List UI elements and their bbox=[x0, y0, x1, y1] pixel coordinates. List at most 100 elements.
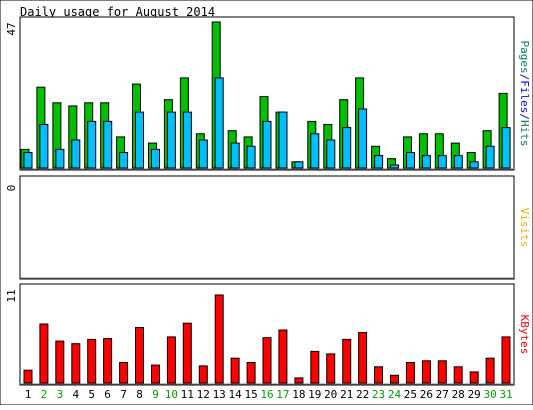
bar-files-day-13 bbox=[214, 77, 224, 169]
x-tick-label-13: 13 bbox=[213, 388, 226, 401]
x-tick-label-19: 19 bbox=[308, 388, 321, 401]
bar-files-day-18 bbox=[294, 161, 304, 169]
right-label-part: Pages bbox=[518, 41, 531, 74]
x-tick-label-11: 11 bbox=[181, 388, 194, 401]
x-tick-label-23: 23 bbox=[372, 388, 385, 401]
x-tick-label-5: 5 bbox=[88, 388, 95, 401]
bar-kbytes-day-8 bbox=[135, 327, 144, 384]
bar-files-day-2 bbox=[39, 124, 49, 169]
bar-kbytes-day-29 bbox=[469, 371, 479, 384]
bar-kbytes-day-6 bbox=[103, 338, 113, 384]
bar-files-day-11 bbox=[182, 111, 192, 169]
x-tick-label-7: 7 bbox=[120, 388, 127, 401]
bar-files-day-15 bbox=[246, 145, 256, 169]
chart-title: Daily usage for August 2014 bbox=[20, 5, 215, 19]
x-tick-label-14: 14 bbox=[228, 388, 242, 401]
bar-files-day-4 bbox=[71, 139, 81, 169]
right-axis-label: Visits bbox=[518, 208, 531, 248]
x-tick-label-30: 30 bbox=[483, 388, 496, 401]
x-tick-label-12: 12 bbox=[197, 388, 210, 401]
bar-files-day-27 bbox=[437, 155, 447, 169]
x-tick-label-24: 24 bbox=[388, 388, 402, 401]
right-label-part: / bbox=[518, 113, 531, 120]
bar-kbytes-day-19 bbox=[310, 350, 320, 384]
bar-files-day-14 bbox=[230, 142, 240, 169]
bar-kbytes-day-30 bbox=[485, 357, 495, 384]
bar-files-day-30 bbox=[485, 145, 495, 169]
bar-kbytes-day-13 bbox=[214, 294, 224, 384]
bar-kbytes-day-5 bbox=[87, 338, 97, 384]
bar-kbytes-day-21 bbox=[342, 338, 352, 384]
bar-kbytes-day-31 bbox=[501, 336, 511, 384]
bar-files-day-6 bbox=[103, 120, 113, 169]
bar-kbytes-day-4 bbox=[71, 343, 81, 384]
bar-files-day-31 bbox=[501, 127, 511, 169]
right-label-part: / bbox=[518, 74, 531, 81]
x-tick-label-21: 21 bbox=[340, 388, 353, 401]
x-tick-label-28: 28 bbox=[452, 388, 465, 401]
right-label-part: Files bbox=[518, 80, 531, 113]
x-tick-label-10: 10 bbox=[165, 388, 178, 401]
bar-kbytes-day-28 bbox=[453, 366, 463, 384]
right-label-part: Visits bbox=[518, 208, 531, 248]
bar-files-day-26 bbox=[421, 155, 431, 169]
bar-kbytes-day-1 bbox=[23, 369, 33, 384]
right-axis-label: KBytes bbox=[518, 315, 531, 355]
x-tick-label-26: 26 bbox=[420, 388, 433, 401]
bar-files-day-22 bbox=[358, 108, 368, 169]
bar-files-day-23 bbox=[374, 155, 384, 169]
bar-kbytes-day-16 bbox=[262, 337, 272, 384]
x-tick-label-1: 1 bbox=[25, 388, 32, 401]
bar-kbytes-day-27 bbox=[437, 360, 447, 384]
bar-files-day-9 bbox=[151, 148, 160, 169]
bar-files-day-25 bbox=[406, 152, 415, 169]
bar-kbytes-day-7 bbox=[119, 362, 129, 384]
bar-kbytes-day-24 bbox=[390, 374, 399, 384]
y-max-label: 0 bbox=[5, 185, 18, 192]
x-tick-label-29: 29 bbox=[468, 388, 481, 401]
panel-frame bbox=[19, 175, 515, 280]
bar-kbytes-day-20 bbox=[326, 353, 336, 384]
bar-files-day-24 bbox=[390, 164, 399, 169]
bar-kbytes-day-18 bbox=[294, 377, 304, 384]
x-axis-labels: 1 2 3 4 5 6 7 8 9 10 11 12 13 14 15 16 17 18 19 20 21 22 23 24 2… bbox=[25, 388, 513, 401]
bar-kbytes-day-14 bbox=[230, 357, 240, 384]
right-label-part: KBytes bbox=[518, 315, 531, 355]
bar-kbytes-day-15 bbox=[246, 362, 256, 384]
bar-files-day-12 bbox=[198, 139, 208, 169]
bar-files-day-19 bbox=[310, 133, 320, 169]
bar-files-day-29 bbox=[469, 161, 479, 169]
x-tick-label-9: 9 bbox=[152, 388, 159, 401]
bar-files-day-21 bbox=[342, 127, 352, 169]
right-axis-label: Pages/Files/Hits bbox=[518, 41, 531, 147]
x-tick-label-31: 31 bbox=[499, 388, 512, 401]
x-tick-label-25: 25 bbox=[404, 388, 417, 401]
x-tick-label-3: 3 bbox=[56, 388, 63, 401]
bar-files-day-7 bbox=[119, 152, 129, 169]
bar-files-day-28 bbox=[453, 155, 463, 169]
x-tick-label-2: 2 bbox=[41, 388, 48, 401]
bar-kbytes-day-22 bbox=[358, 332, 368, 384]
bar-files-day-16 bbox=[262, 120, 272, 169]
x-tick-label-16: 16 bbox=[260, 388, 273, 401]
bar-kbytes-day-25 bbox=[405, 362, 415, 384]
right-label-part: Hits bbox=[518, 120, 531, 147]
bar-kbytes-day-2 bbox=[39, 323, 49, 384]
bar-kbytes-day-3 bbox=[55, 340, 65, 384]
x-tick-label-6: 6 bbox=[104, 388, 111, 401]
bar-files-day-10 bbox=[166, 111, 176, 169]
bar-kbytes-day-23 bbox=[374, 366, 383, 384]
bar-files-day-5 bbox=[87, 120, 97, 169]
panel-kbytes: 11 KBytes bbox=[5, 283, 531, 386]
x-tick-label-4: 4 bbox=[72, 388, 79, 401]
x-tick-label-20: 20 bbox=[324, 388, 337, 401]
bar-files-day-1 bbox=[23, 152, 33, 169]
bar-kbytes-day-17 bbox=[278, 329, 288, 384]
y-max-label: 11 bbox=[5, 289, 18, 302]
bar-files-day-20 bbox=[326, 139, 336, 169]
x-tick-label-22: 22 bbox=[356, 388, 369, 401]
